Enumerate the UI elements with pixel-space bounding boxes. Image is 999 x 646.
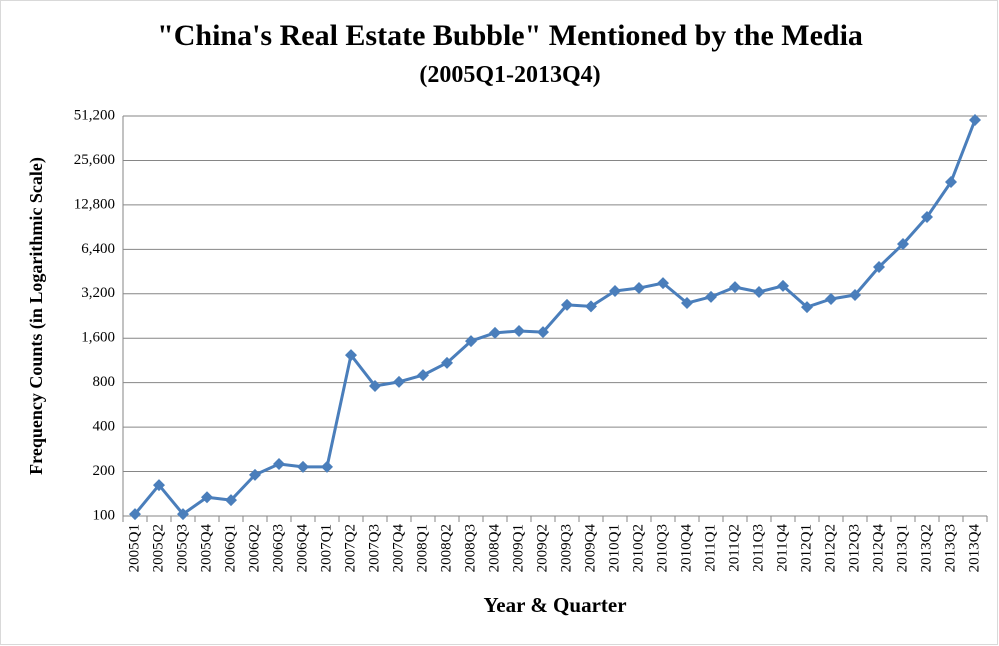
x-tick-label: 2011Q4 xyxy=(774,524,790,572)
data-point xyxy=(489,326,501,339)
x-tick-label: 2007Q3 xyxy=(366,524,382,572)
data-point xyxy=(345,349,357,362)
data-point xyxy=(273,458,285,471)
chart-subtitle: (2005Q1-2013Q4) xyxy=(419,62,600,88)
x-tick-label: 2005Q2 xyxy=(150,524,166,572)
y-tick-label: 25,600 xyxy=(74,152,115,168)
y-tick-label: 400 xyxy=(93,419,116,435)
x-tick-label: 2009Q4 xyxy=(582,524,598,573)
x-tick-label: 2005Q1 xyxy=(126,524,142,572)
x-tick-label: 2010Q2 xyxy=(630,524,646,572)
y-tick-label: 800 xyxy=(93,374,116,390)
data-point xyxy=(201,491,213,504)
data-point xyxy=(969,114,981,127)
data-point xyxy=(825,292,837,305)
data-point xyxy=(465,335,477,348)
x-tick-label: 2012Q3 xyxy=(846,524,862,572)
x-tick-label: 2013Q4 xyxy=(966,524,982,573)
data-point xyxy=(921,210,933,223)
data-point xyxy=(177,508,189,521)
data-point xyxy=(777,279,789,292)
x-tick-label: 2005Q3 xyxy=(174,524,190,572)
x-tick-label: 2007Q1 xyxy=(318,524,334,572)
x-tick-label: 2011Q2 xyxy=(726,524,742,572)
x-tick-label: 2013Q1 xyxy=(894,524,910,572)
data-point xyxy=(513,325,525,338)
x-tick-label: 2009Q1 xyxy=(510,524,526,572)
y-tick-label: 200 xyxy=(93,463,116,479)
x-tick-label: 2009Q2 xyxy=(534,524,550,572)
x-tick-label: 2006Q1 xyxy=(222,524,238,572)
x-tick-label: 2008Q3 xyxy=(462,524,478,572)
x-tick-label: 2008Q2 xyxy=(438,524,454,572)
data-point xyxy=(369,379,381,392)
data-point xyxy=(297,460,309,473)
y-tick-label: 1,600 xyxy=(81,330,115,346)
data-point xyxy=(441,356,453,369)
data-point xyxy=(681,297,693,310)
y-tick-label: 6,400 xyxy=(81,241,115,257)
x-tick-label: 2006Q4 xyxy=(294,524,310,573)
x-tick-label: 2011Q3 xyxy=(750,524,766,572)
data-point xyxy=(633,282,645,295)
data-point xyxy=(321,460,333,473)
y-tick-label: 12,800 xyxy=(74,196,115,212)
x-tick-label: 2005Q4 xyxy=(198,524,214,573)
y-tick-label: 51,200 xyxy=(74,107,115,123)
x-tick-label: 2006Q3 xyxy=(270,524,286,572)
x-tick-label: 2009Q3 xyxy=(558,524,574,572)
x-tick-label: 2007Q4 xyxy=(390,524,406,573)
data-point xyxy=(801,301,813,314)
data-point xyxy=(153,479,165,492)
data-point xyxy=(225,494,237,507)
x-axis-label: Year & Quarter xyxy=(483,593,626,617)
data-point xyxy=(849,288,861,301)
x-tick-label: 2007Q2 xyxy=(342,524,358,572)
x-tick-label: 2006Q2 xyxy=(246,524,262,572)
data-point xyxy=(537,326,549,339)
y-axis-label: Frequency Counts (in Logarithmic Scale) xyxy=(26,157,47,475)
x-tick-label: 2011Q1 xyxy=(702,524,718,572)
y-tick-label: 100 xyxy=(93,507,116,523)
chart-title: "China's Real Estate Bubble" Mentioned b… xyxy=(157,19,863,52)
y-tick-label: 3,200 xyxy=(81,285,115,301)
data-point xyxy=(705,290,717,303)
x-tick-label: 2008Q1 xyxy=(414,524,430,572)
data-point xyxy=(561,298,573,311)
x-tick-label: 2013Q2 xyxy=(918,524,934,572)
data-point xyxy=(729,281,741,294)
x-tick-label: 2010Q3 xyxy=(654,524,670,572)
data-point xyxy=(393,375,405,388)
data-point xyxy=(873,260,885,273)
data-point xyxy=(249,468,261,481)
data-point xyxy=(417,369,429,382)
x-tick-label: 2010Q1 xyxy=(606,524,622,572)
x-tick-label: 2013Q3 xyxy=(942,524,958,572)
x-tick-label: 2012Q1 xyxy=(798,524,814,572)
data-point xyxy=(657,277,669,290)
data-point xyxy=(897,238,909,251)
x-tick-label: 2012Q4 xyxy=(870,524,886,573)
data-point xyxy=(609,285,621,298)
x-tick-label: 2008Q4 xyxy=(486,524,502,573)
data-point xyxy=(585,300,597,313)
data-point xyxy=(129,508,141,521)
x-tick-label: 2012Q2 xyxy=(822,524,838,572)
data-point xyxy=(945,175,957,188)
data-point xyxy=(753,285,765,298)
x-tick-label: 2010Q4 xyxy=(678,524,694,573)
